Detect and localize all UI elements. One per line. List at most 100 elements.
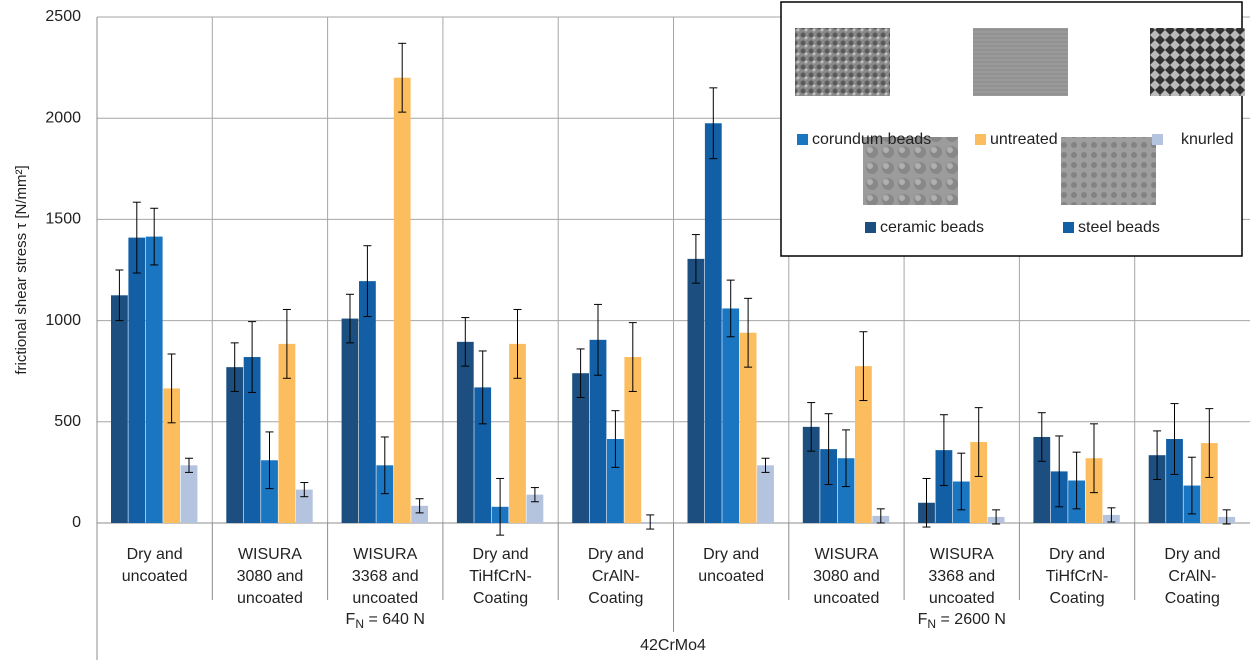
error-bar [726,279,735,338]
error-bar [992,509,1001,525]
legend-label: ceramic beads [880,219,984,236]
y-axis-label: frictional shear stress τ [N/mm²] [13,165,30,374]
error-bar [939,414,948,487]
x-tick-label: Dry and [1049,546,1105,563]
y-tick-label: 2000 [45,109,81,126]
legend-label: steel beads [1078,219,1160,236]
bar [855,366,872,523]
bar [295,489,313,523]
group-label-symbol: F [346,611,356,628]
bar [411,505,428,523]
error-bar [461,317,470,367]
bar [837,458,855,523]
x-tick-label: 3368 and [352,568,419,585]
error-bar [415,498,424,514]
error-bar [1072,451,1081,510]
bar [722,308,740,523]
bar [687,258,705,523]
material-label: 42CrMo4 [640,637,706,654]
bar [261,460,278,523]
error-bar [1205,408,1214,478]
legend-image [973,28,1068,96]
bar [802,426,820,523]
bar [111,295,128,523]
error-bar [300,482,309,498]
legend-swatch [1152,134,1163,145]
bar [739,332,757,523]
bar [704,123,722,523]
x-tick-label: Dry and [1164,546,1220,563]
legend-swatch [975,134,986,145]
error-bar [478,350,487,425]
x-tick-label: 3080 and [237,568,304,585]
bar [572,373,589,523]
legend-image [1150,28,1245,96]
bar [935,450,953,523]
bar [180,465,198,523]
error-bar [185,457,193,473]
legend-image [795,28,890,96]
bar [589,339,607,523]
bar [509,343,526,523]
error-bar [1107,507,1116,523]
x-tick-label: TiHfCrN- [469,568,532,585]
x-tick-label: 3368 and [928,568,995,585]
legend-label: untreated [990,131,1058,148]
error-bar [1222,509,1231,525]
error-bar [842,429,850,488]
error-bar [1037,412,1046,462]
bar [820,449,837,523]
bar [145,236,163,523]
x-tick-label: Coating [1049,590,1104,607]
y-tick-label: 2500 [45,8,81,25]
x-tick-label: Dry and [703,546,759,563]
error-bar [691,234,700,284]
x-tick-label: Coating [1165,590,1220,607]
error-bar [1090,423,1098,494]
error-bar [922,477,931,528]
bar [393,77,411,523]
error-bar [265,431,274,490]
x-tick-label: uncoated [929,590,995,607]
legend-swatch [1063,222,1074,233]
legend-swatch [797,134,808,145]
legend-image [1061,137,1156,205]
legend-swatch [865,222,876,233]
error-bar [1187,456,1196,515]
x-tick-label: uncoated [352,590,418,607]
bar [757,465,774,523]
error-bar [132,201,141,274]
x-tick-label: Coating [473,590,528,607]
bar [624,357,642,523]
bar [128,237,146,523]
bar [1200,443,1218,523]
x-tick-label: uncoated [237,590,303,607]
error-bar [167,353,176,424]
error-bar [576,348,585,399]
group-label: FN = 2600 N [918,611,1006,631]
x-tick-label: Dry and [473,546,529,563]
group-label-symbol: F [918,611,928,628]
x-tick-label: WISURA [353,546,417,563]
error-bar [530,487,539,503]
error-bar [496,477,505,536]
x-tick-label: uncoated [698,568,764,585]
x-tick-label: Coating [588,590,643,607]
y-tick-label: 1500 [45,211,81,228]
bar [1033,436,1051,523]
error-bar [398,42,407,113]
error-bar [594,303,602,376]
group-label: FN = 640 N [346,611,425,631]
error-bar [646,514,655,530]
legend-image [863,137,958,205]
x-tick-label: CrAlN- [592,568,640,585]
bar [359,281,376,523]
x-tick-label: Dry and [127,546,183,563]
bar [278,343,296,523]
group-label-subscript: N [355,617,364,631]
bar [341,318,359,523]
error-bar [974,407,983,477]
x-tick-label: WISURA [238,546,302,563]
error-bar [282,308,291,379]
error-bar [115,269,124,322]
